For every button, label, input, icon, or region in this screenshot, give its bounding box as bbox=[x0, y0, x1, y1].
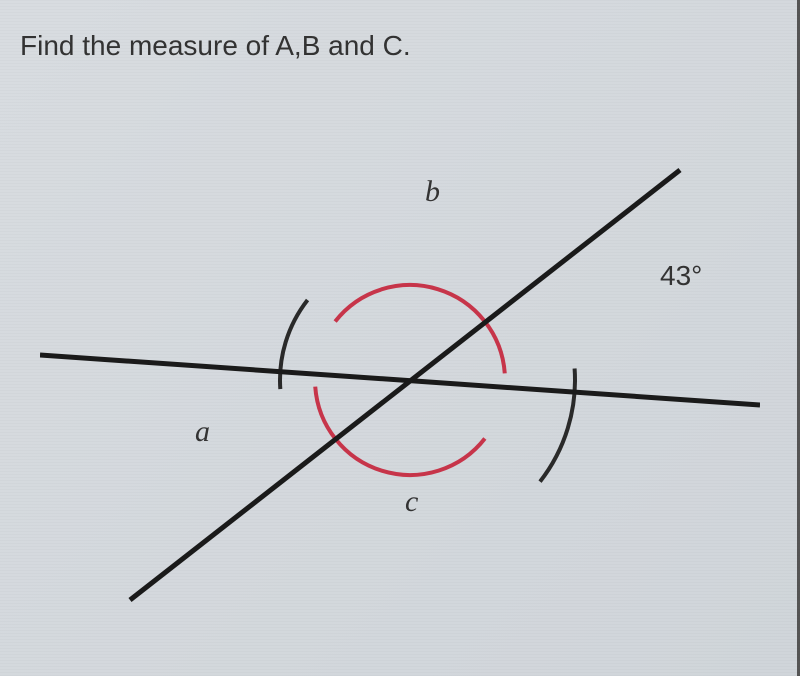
question-text: Find the measure of A,B and C. bbox=[20, 30, 411, 62]
diagram-svg bbox=[40, 140, 760, 620]
given-angle-label: 43° bbox=[660, 260, 702, 292]
label-b: b bbox=[425, 175, 440, 209]
line-horizontal bbox=[40, 355, 760, 405]
line-diagonal bbox=[130, 170, 680, 600]
arc-43 bbox=[540, 368, 575, 481]
label-a: a bbox=[195, 415, 210, 449]
angle-diagram: a b c 43° bbox=[40, 140, 760, 620]
label-c: c bbox=[405, 485, 418, 519]
arc-b bbox=[315, 387, 485, 475]
